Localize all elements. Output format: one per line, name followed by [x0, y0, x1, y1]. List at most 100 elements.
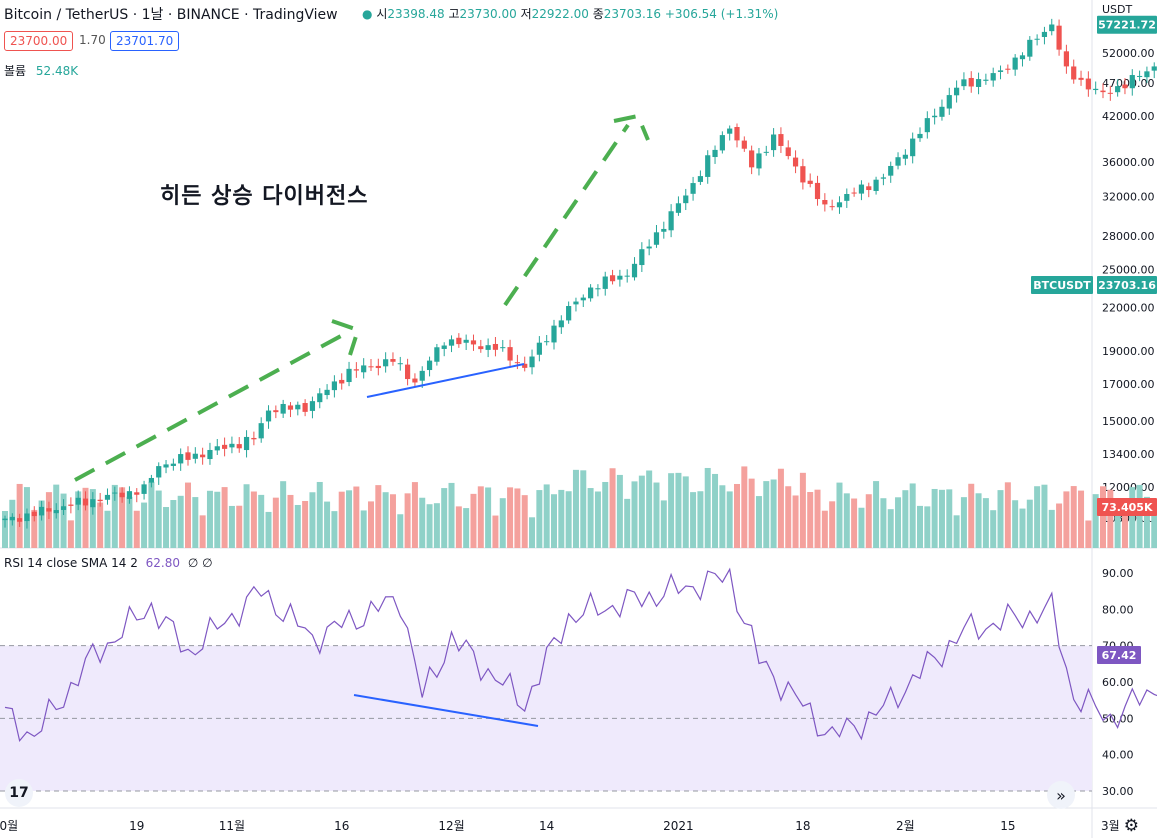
volume-bar	[895, 497, 902, 548]
candle-body	[243, 436, 250, 451]
candle-body	[917, 133, 923, 139]
volume-bar	[799, 472, 806, 548]
volume-bar	[990, 510, 997, 548]
candle-body	[331, 381, 337, 391]
buy-button[interactable]: 23701.70	[110, 31, 180, 51]
candle-body	[588, 287, 594, 299]
scroll-right-icon[interactable]: »	[1047, 781, 1075, 809]
candle-body	[478, 346, 484, 350]
time-tick-label: 19	[129, 819, 144, 833]
rsi-tick-label: 60.00	[1102, 676, 1134, 689]
volume-bar	[858, 507, 865, 548]
candle-body	[31, 511, 37, 517]
volume-bar	[382, 492, 389, 548]
rsi-badge-bg	[1097, 646, 1141, 665]
candle-body	[353, 369, 359, 371]
volume-bar	[419, 497, 426, 548]
volume-bar	[155, 490, 162, 548]
volume-bar	[97, 502, 104, 548]
settings-gear-icon[interactable]: ⚙	[1123, 816, 1139, 836]
volume-bar	[821, 510, 828, 548]
candle-body	[339, 379, 345, 384]
candle-body	[639, 249, 645, 266]
candle-body	[1063, 51, 1069, 67]
volume-bar	[741, 466, 748, 548]
candle-body	[17, 518, 23, 522]
volume-bar	[170, 500, 177, 548]
candle-body	[690, 183, 696, 194]
volume-bar	[258, 494, 265, 548]
rsi-tick-label: 50.00	[1102, 712, 1134, 725]
volume-bar	[294, 504, 301, 548]
candle-body	[236, 444, 242, 449]
rsi-tick-label: 80.00	[1102, 603, 1134, 616]
volume-bar	[148, 481, 155, 548]
volume-bar	[375, 485, 382, 548]
tradingview-logo-icon[interactable]: 17	[5, 779, 33, 807]
volume-badge: 73.405K	[1102, 501, 1153, 514]
volume-bar	[389, 494, 396, 548]
volume-bar	[565, 491, 572, 548]
volume-bar	[82, 487, 89, 548]
volume-bar	[982, 498, 989, 548]
candle-body	[75, 497, 81, 505]
volume-bar	[734, 483, 740, 548]
candle-body	[529, 356, 535, 368]
volume-bar	[31, 509, 38, 548]
candle-body	[1049, 24, 1055, 32]
volume-bar	[1092, 494, 1099, 548]
sell-button[interactable]: 23700.00	[4, 31, 74, 51]
volume-bar	[924, 506, 931, 548]
low-value: 22922.00	[531, 7, 589, 21]
candle-body	[800, 166, 806, 183]
last-price-badge-bg	[1097, 276, 1157, 294]
volume-bar	[221, 487, 228, 548]
volume-bar	[763, 481, 770, 548]
candle-body	[361, 365, 367, 373]
time-tick-label: 10월	[0, 819, 18, 833]
candle-body	[119, 492, 125, 498]
candle-body	[544, 341, 550, 343]
candle-body	[419, 370, 425, 381]
candle-body	[170, 463, 176, 466]
volume-bar	[272, 497, 279, 548]
top-price-badge-bg	[1097, 15, 1157, 34]
dashed-arrow-2	[503, 113, 650, 307]
volume-bar	[777, 468, 784, 548]
candle-body	[763, 151, 769, 153]
candle-body	[566, 306, 572, 321]
candle-body	[60, 506, 67, 510]
candle-body	[975, 79, 982, 87]
volume-bar	[829, 501, 836, 548]
candle-body	[551, 325, 557, 343]
volume-bar	[331, 511, 338, 548]
volume-bar	[690, 492, 697, 548]
currency-label: USDT	[1102, 3, 1133, 16]
volume-bar	[250, 491, 257, 548]
volume-bar	[960, 497, 967, 548]
volume-bar	[968, 483, 975, 548]
candle-body	[448, 339, 455, 346]
volume-bar	[309, 492, 316, 548]
volume-bar	[185, 482, 191, 548]
volume-value: 52.48K	[35, 64, 79, 78]
last-price-badge: 23703.16	[1098, 279, 1156, 292]
candle-body	[463, 339, 469, 343]
volume-bar	[111, 484, 118, 548]
candle-body	[470, 340, 477, 345]
candle-body	[961, 79, 967, 87]
rsi-value: 62.80	[145, 556, 181, 570]
volume-bar	[1136, 484, 1143, 548]
time-tick-label: 18	[795, 819, 810, 833]
candle-body	[661, 228, 667, 232]
ohlc-readout: ● 시23398.48 고23730.00 저22922.00 종23703.1…	[362, 5, 778, 22]
rsi-line	[4, 567, 1157, 743]
volume-bar	[1114, 499, 1121, 548]
volume-bar	[631, 481, 638, 548]
candle-body	[1071, 66, 1077, 80]
candle-body	[1085, 78, 1091, 90]
candle-body	[112, 492, 118, 494]
candle-body	[558, 320, 564, 328]
candle-body	[646, 246, 652, 249]
